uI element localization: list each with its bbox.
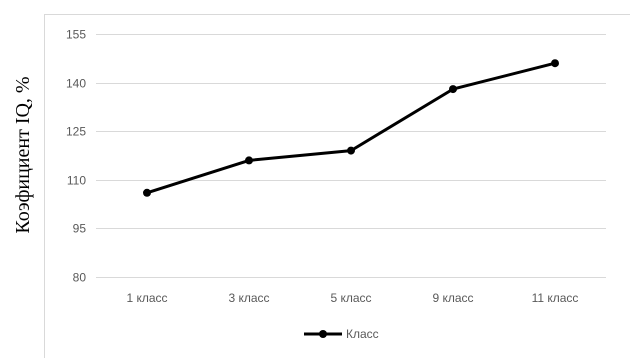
y-tick-label: 95 — [73, 222, 87, 236]
y-tick-label: 80 — [73, 271, 87, 285]
data-point — [551, 59, 559, 68]
series-line — [145, 61, 557, 195]
data-point — [449, 85, 457, 94]
y-tick-label: 155 — [66, 28, 86, 42]
y-tick-label: 140 — [66, 77, 86, 91]
x-tick-label: 11 класс — [532, 291, 579, 305]
data-point — [143, 188, 151, 197]
legend-label: Класс — [346, 327, 379, 341]
x-axis-ticks: 1 класс 3 класс 5 класс 9 класс 11 класс — [126, 291, 578, 305]
x-tick-label: 5 класс — [330, 291, 371, 305]
x-tick-label: 3 класс — [228, 291, 269, 305]
legend-marker — [319, 330, 327, 338]
series — [143, 59, 559, 197]
y-tick-label: 110 — [67, 174, 86, 188]
data-point — [347, 146, 355, 155]
x-tick-label: 1 класс — [126, 291, 167, 305]
x-tick-label: 9 класс — [432, 291, 473, 305]
y-axis-ticks: 80 95 110 125 140 155 — [66, 28, 86, 285]
y-tick-label: 125 — [66, 125, 86, 139]
y-axis-label: Коэфициент IQ, % — [12, 76, 34, 233]
legend: Класс — [304, 327, 379, 341]
data-point — [245, 156, 253, 165]
